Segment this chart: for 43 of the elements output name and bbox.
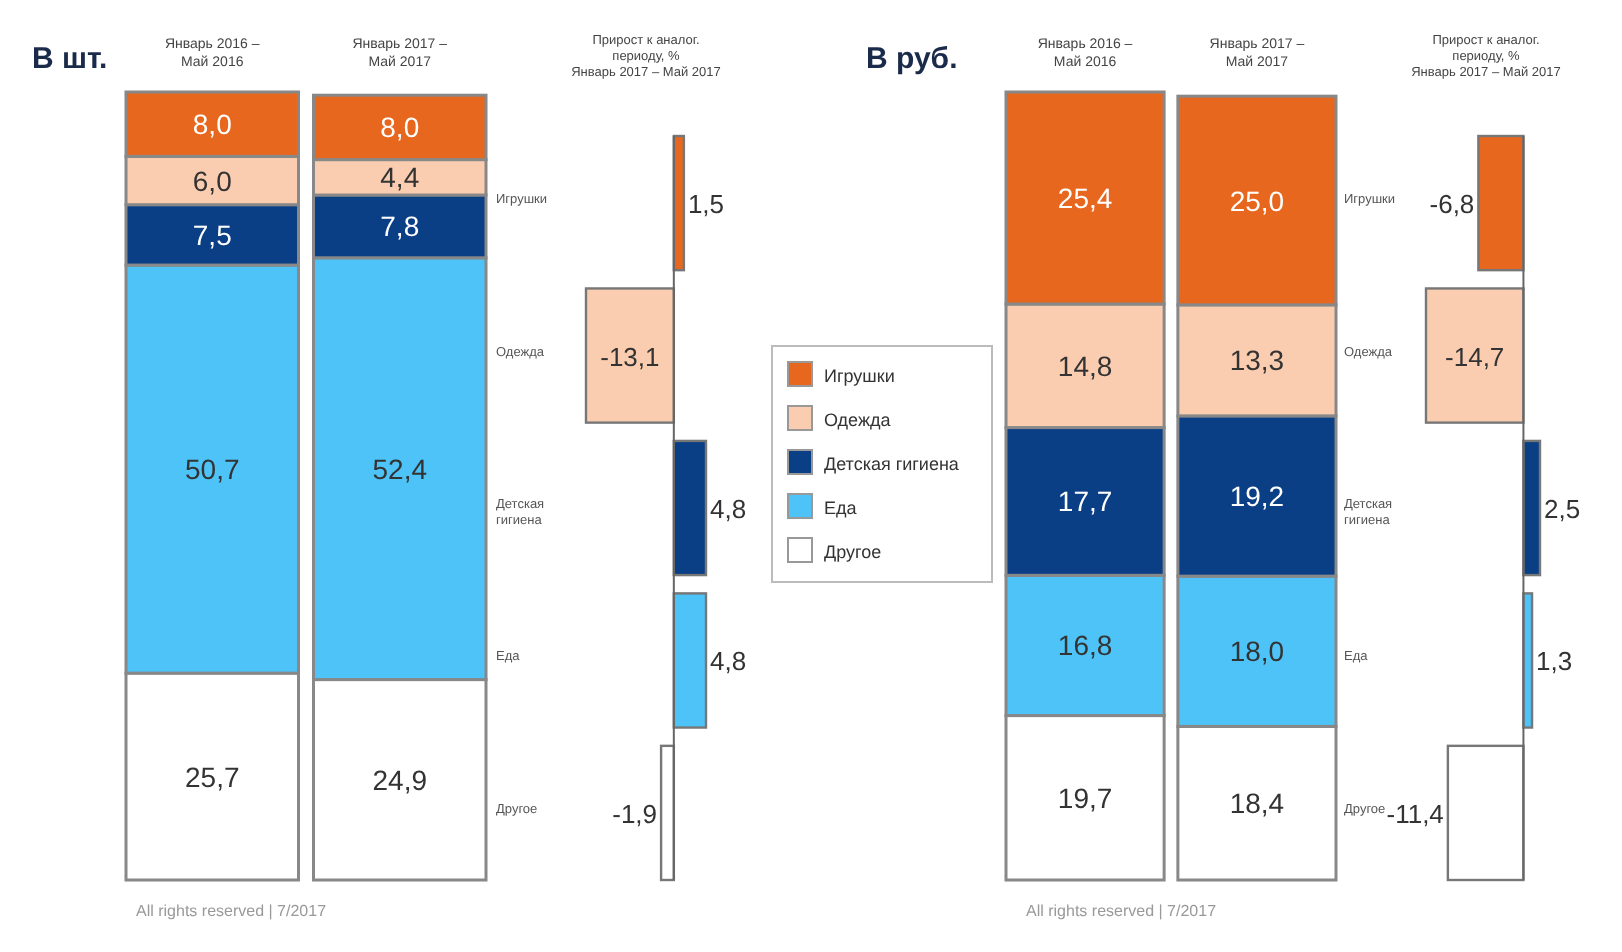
- data-label: 50,7: [185, 453, 240, 486]
- legend-entry: Еда: [787, 493, 857, 519]
- data-label: 18,4: [1229, 787, 1285, 820]
- data-label: 14,8: [1057, 349, 1113, 382]
- data-label: 52,4: [372, 452, 428, 485]
- data-label: 1,3: [1536, 646, 1573, 677]
- data-label: 25,4: [1057, 182, 1113, 215]
- legend-entry: Детская гигиена: [787, 449, 959, 475]
- legend-label: Игрушки: [824, 366, 895, 386]
- data-label: 4,4: [380, 161, 420, 194]
- legend-entry: Игрушки: [787, 361, 895, 387]
- data-label: 8,0: [192, 108, 233, 141]
- chart-title: В шт.: [32, 42, 108, 76]
- data-label: 25,0: [1229, 184, 1285, 217]
- data-label: 6,0: [192, 164, 233, 197]
- data-label: 8,0: [380, 111, 420, 144]
- data-label: 2,5: [1544, 494, 1581, 524]
- data-label: 17,7: [1057, 485, 1113, 518]
- data-label: -1,9: [612, 798, 658, 829]
- legend-entry: Одежда: [787, 405, 891, 431]
- data-label: 13,3: [1229, 344, 1285, 377]
- chart-title: В руб.: [866, 42, 958, 76]
- data-label: 4,8: [710, 646, 747, 677]
- legend-label: Другое: [824, 542, 882, 562]
- data-label: 18,0: [1229, 635, 1285, 668]
- data-label: -6,8: [1429, 189, 1475, 220]
- data-label: 7,8: [380, 210, 420, 243]
- legend-label: Детская гигиена: [824, 454, 959, 474]
- text: All rights reserved | 7/2017: [1026, 902, 1218, 920]
- data-label: 4,8: [710, 494, 747, 524]
- data-label: 24,9: [372, 763, 428, 796]
- data-label: -13,1: [600, 341, 660, 372]
- data-label: 7,5: [192, 218, 233, 251]
- data-label: 1,5: [687, 189, 725, 220]
- data-label: 16,8: [1057, 629, 1113, 662]
- data-label: 19,2: [1229, 480, 1285, 513]
- data-label: -11,4: [1386, 798, 1444, 829]
- data-label: 25,7: [185, 760, 240, 793]
- legend-entry: Другое: [787, 537, 882, 563]
- data-label: -14,7: [1445, 341, 1505, 372]
- data-label: 19,7: [1057, 781, 1113, 814]
- text: All rights reserved | 7/2017: [136, 902, 328, 920]
- legend-label: Одежда: [824, 410, 891, 430]
